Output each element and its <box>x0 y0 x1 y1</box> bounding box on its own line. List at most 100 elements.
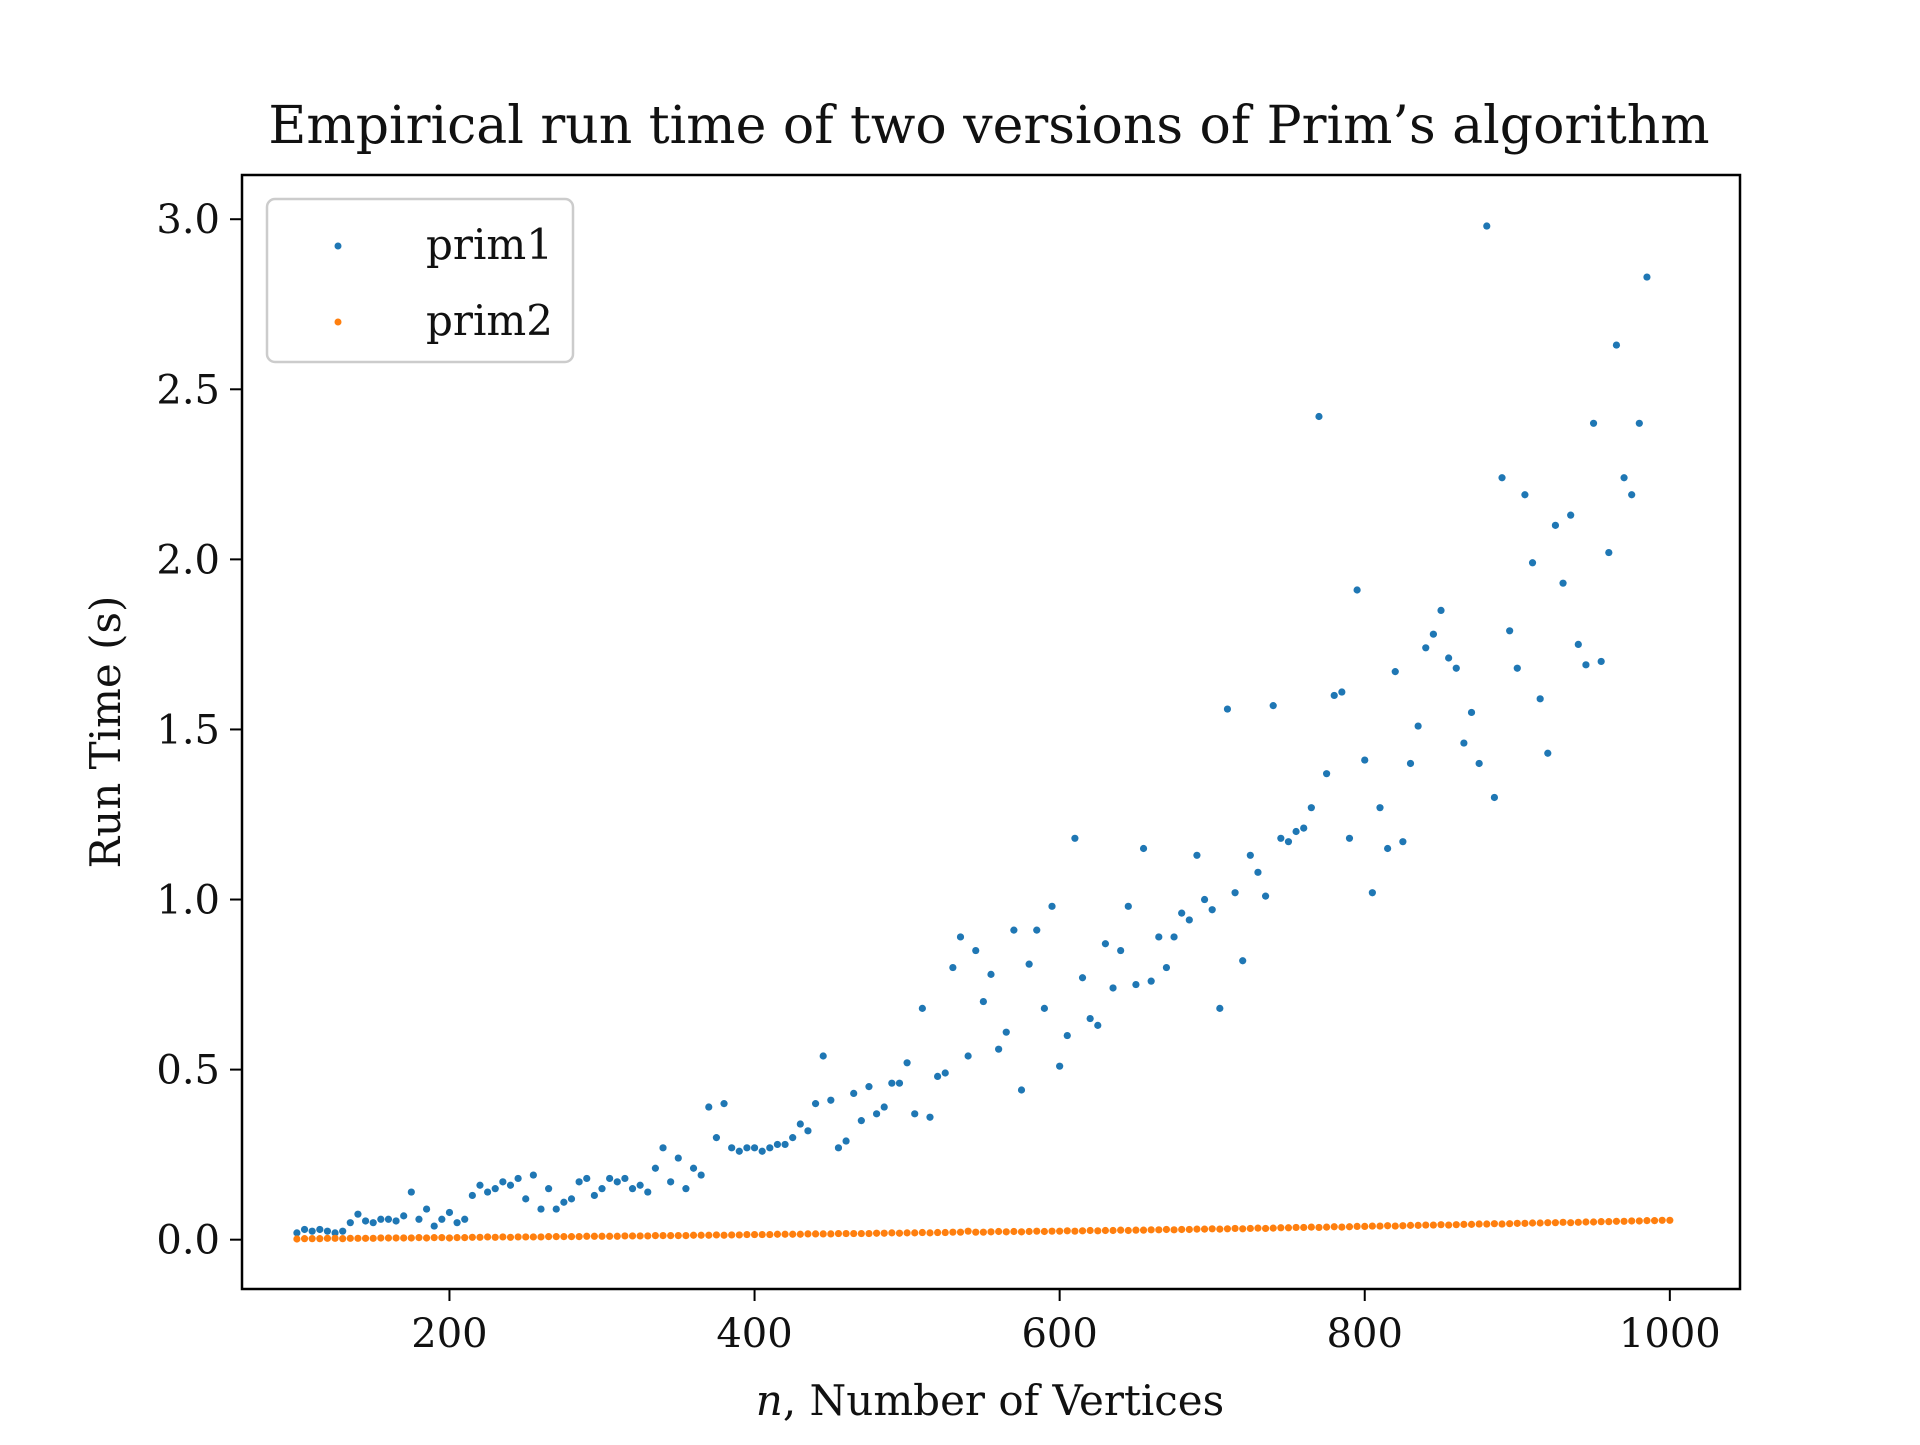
prim1-point <box>1429 630 1437 638</box>
prim2-point <box>1147 1226 1155 1234</box>
prim1-point <box>415 1215 423 1223</box>
prim1-point <box>674 1154 682 1162</box>
prim2-point <box>964 1227 972 1235</box>
series-prim2 <box>293 1216 1674 1243</box>
prim1-point <box>1277 834 1285 842</box>
prim2-point <box>1086 1226 1094 1235</box>
prim1-point <box>1475 759 1483 768</box>
prim2-point <box>1101 1226 1110 1235</box>
prim2-point <box>1040 1227 1048 1236</box>
prim2-point <box>1628 1217 1636 1225</box>
prim1-point <box>850 1089 858 1098</box>
prim1-point <box>1086 1014 1094 1023</box>
prim1-point <box>407 1188 415 1196</box>
y-tick-label: 1.5 <box>156 707 220 753</box>
prim1-point <box>445 1208 454 1217</box>
prim1-point <box>453 1219 461 1227</box>
prim1-point <box>1048 902 1056 910</box>
prim2-point <box>1650 1217 1659 1225</box>
prim1-point <box>773 1140 782 1149</box>
prim2-point <box>1292 1223 1300 1232</box>
prim2-point <box>1338 1223 1346 1231</box>
prim1-point <box>1406 759 1415 768</box>
prim1-point <box>499 1178 507 1186</box>
prim2-point <box>1170 1226 1178 1234</box>
prim1-point <box>606 1174 614 1183</box>
prim2-point <box>552 1233 560 1241</box>
prim1-point <box>468 1191 476 1200</box>
prim1-point <box>1323 770 1331 778</box>
prim1-point <box>895 1079 904 1087</box>
prim2-point <box>720 1231 728 1239</box>
prim2-point <box>987 1228 995 1236</box>
prim1-point <box>1597 657 1605 666</box>
prim1-point <box>483 1188 492 1196</box>
prim1-point <box>1254 868 1262 876</box>
prim2-point <box>1078 1227 1087 1235</box>
prim1-point <box>567 1195 576 1203</box>
prim1-point <box>438 1215 446 1223</box>
prim2-point <box>331 1234 339 1242</box>
prim2-point <box>1574 1218 1582 1226</box>
prim1-point <box>621 1174 629 1183</box>
prim1-point <box>1483 222 1491 230</box>
prim1-point <box>1437 606 1445 614</box>
prim1-point <box>811 1100 820 1108</box>
prim1-point <box>1521 491 1529 499</box>
prim1-point <box>880 1103 888 1111</box>
prim2-point <box>506 1233 515 1241</box>
y-tick-label: 2.5 <box>156 367 220 413</box>
prim2-point <box>1559 1218 1567 1226</box>
prim1-point <box>613 1178 621 1186</box>
prim2-point <box>1246 1224 1254 1233</box>
prim2-point <box>1399 1222 1407 1230</box>
prim2-point <box>934 1228 942 1237</box>
prim2-point <box>590 1232 598 1240</box>
prim1-point <box>1185 916 1193 924</box>
prim2-point <box>941 1228 949 1237</box>
prim1-point <box>1246 851 1254 859</box>
x-axis-label: n, Number of Vertices <box>756 1376 1224 1425</box>
prim2-point <box>1300 1223 1308 1232</box>
prim2-point <box>827 1230 835 1238</box>
prim2-point <box>1048 1227 1056 1235</box>
prim2-point <box>865 1229 873 1238</box>
prim1-point <box>316 1225 324 1234</box>
prim1-point <box>506 1181 515 1189</box>
prim1-point <box>1261 892 1270 900</box>
prim1-point <box>361 1217 370 1225</box>
prim1-point <box>689 1164 698 1172</box>
prim1-point <box>1589 419 1598 427</box>
prim2-point <box>1597 1218 1605 1226</box>
prim2-point <box>1002 1228 1010 1236</box>
prim2-point <box>613 1232 621 1240</box>
prim2-point <box>796 1230 804 1238</box>
chart-title: Empirical run time of two versions of Pr… <box>268 96 1709 156</box>
prim2-point <box>1483 1220 1491 1228</box>
prim1-point <box>628 1185 637 1193</box>
prim2-point <box>476 1233 484 1241</box>
prim1-point <box>1284 838 1293 846</box>
prim1-point <box>1239 957 1247 965</box>
prim1-point <box>384 1215 393 1223</box>
x-axis-ticks: 200 400 600 800 1000 <box>411 1289 1721 1357</box>
prim1-point <box>1162 963 1171 972</box>
prim2-point <box>453 1234 461 1242</box>
prim1-point <box>995 1045 1003 1053</box>
prim2-point <box>1231 1224 1239 1233</box>
prim1-point <box>796 1120 804 1128</box>
prim2-point <box>400 1234 408 1242</box>
prim2-point <box>499 1233 507 1241</box>
prim1-point <box>804 1127 812 1135</box>
prim1-point <box>667 1178 675 1186</box>
prim2-point <box>903 1229 911 1237</box>
prim1-point <box>1460 739 1468 747</box>
x-tick-label: 600 <box>1021 1311 1097 1357</box>
prim1-point <box>1338 688 1346 696</box>
prim1-point <box>1056 1062 1064 1070</box>
prim1-point <box>529 1171 537 1179</box>
plot-frame <box>240 173 1742 1291</box>
prim2-point <box>445 1234 454 1242</box>
prim1-point <box>1269 702 1277 710</box>
